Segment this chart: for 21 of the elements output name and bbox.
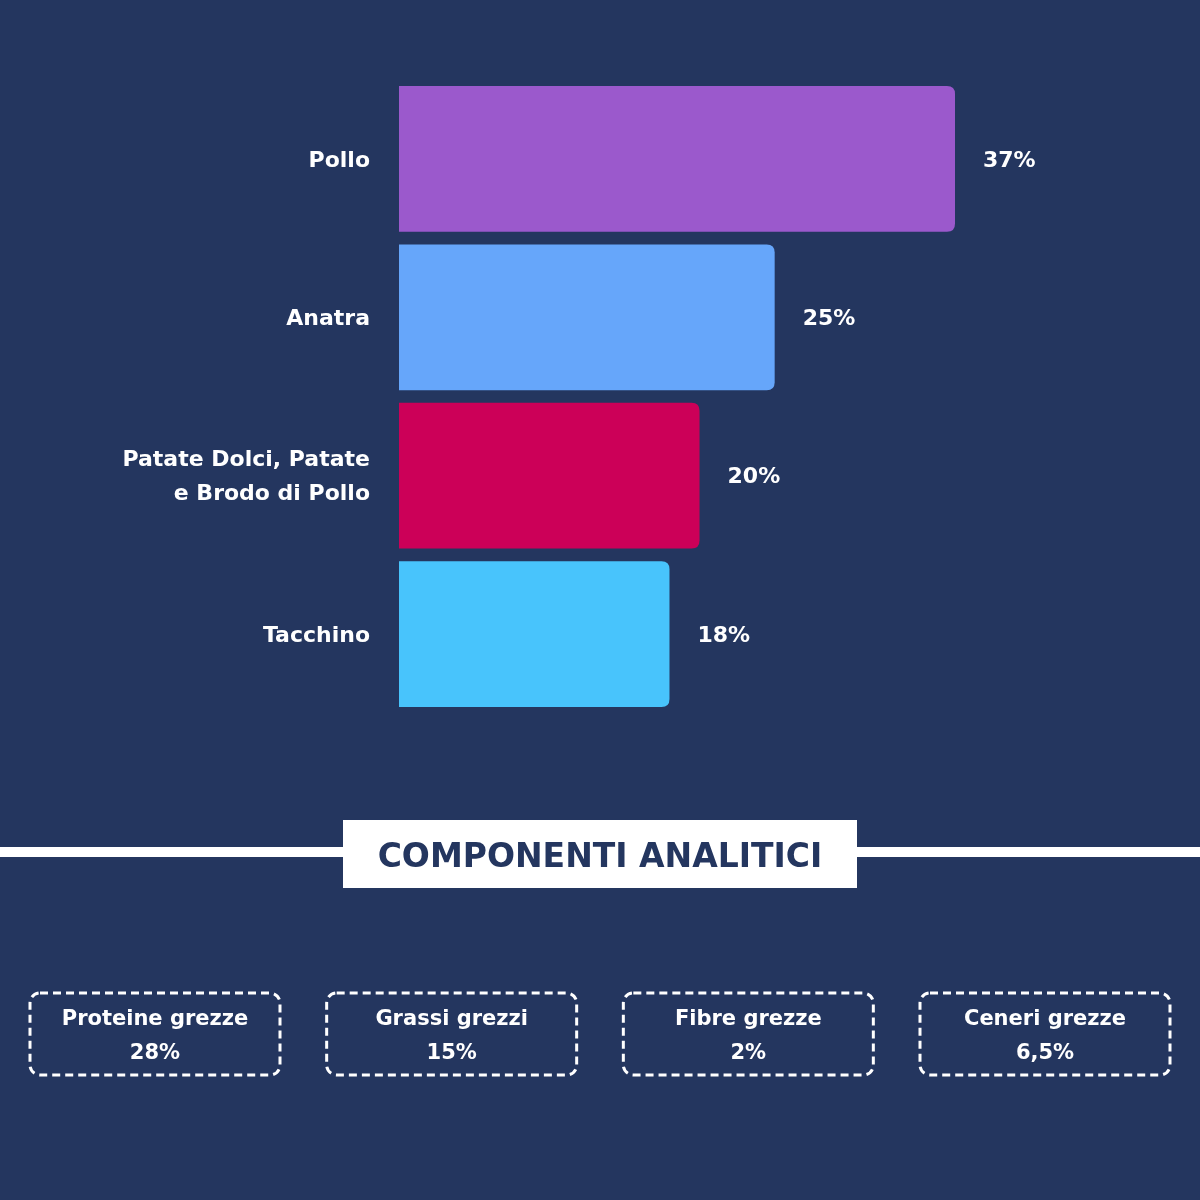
data-label: 25% [802, 304, 856, 330]
bar [399, 561, 670, 708]
text: COMPONENTI ANALITICI [377, 835, 823, 875]
y-tick-label: Pollo [308, 146, 370, 172]
text: 6,5% [1015, 1040, 1075, 1065]
text: 2% [730, 1040, 767, 1065]
y-tick-label: Tacchino [262, 621, 370, 647]
category-label: Fibre grezze [674, 1006, 822, 1031]
bar [399, 402, 700, 549]
category-label: Grassi grezzi [375, 1006, 528, 1031]
text: 28% [129, 1040, 181, 1065]
y-tick-label: Anatra [286, 304, 370, 330]
bar [399, 85, 955, 232]
data-label: 20% [727, 463, 781, 489]
y-tick-label: Patate Dolci, Patate e Brodo di Pollo [122, 446, 370, 506]
category-label: Ceneri grezze [963, 1006, 1127, 1031]
data-label: 37% [983, 146, 1036, 172]
data-label: 18% [697, 621, 751, 647]
text: 15% [426, 1040, 477, 1065]
bar [399, 244, 775, 391]
category-label: Proteine grezze [61, 1006, 249, 1031]
